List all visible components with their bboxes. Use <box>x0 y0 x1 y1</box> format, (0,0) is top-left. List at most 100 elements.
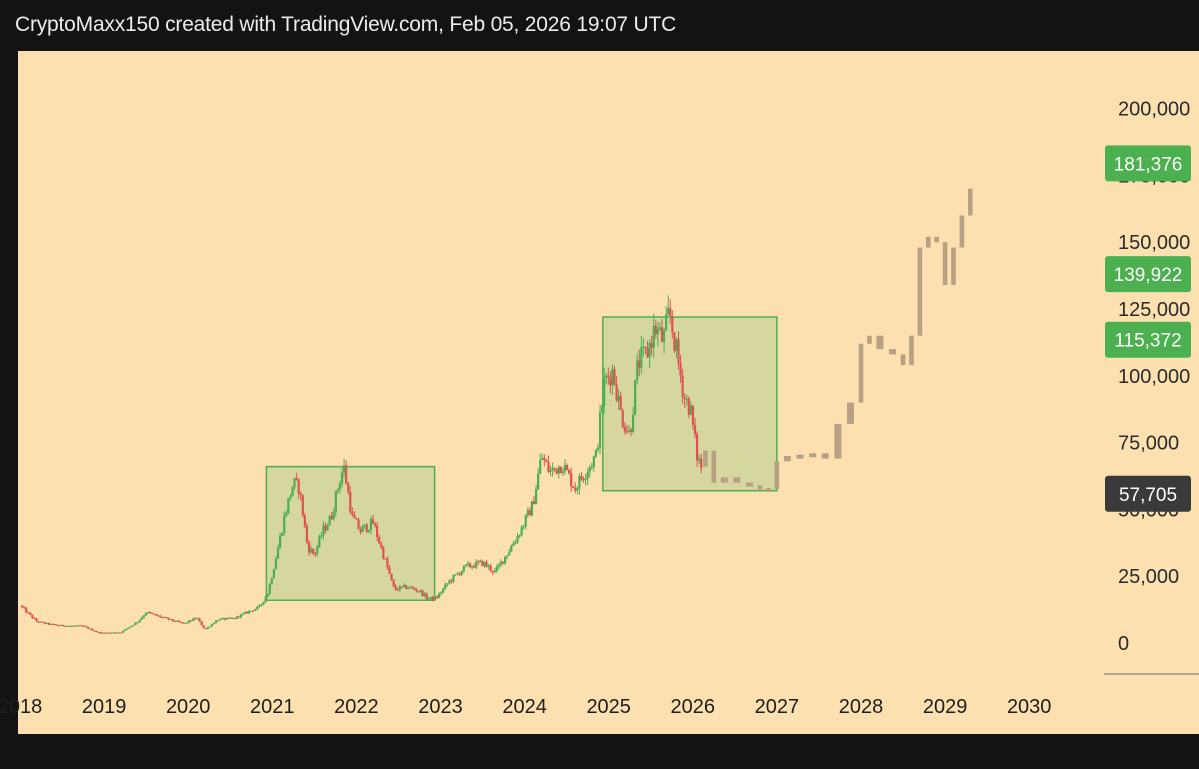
projection-candle <box>821 453 829 459</box>
candle-body <box>392 579 395 587</box>
candle-body <box>107 632 110 634</box>
price-axis[interactable]: 025,00050,00075,000100,000125,000150,000… <box>1118 99 1190 655</box>
candle-body <box>475 561 478 568</box>
candle-body <box>167 617 170 620</box>
candle-body <box>667 307 670 315</box>
left-edge-bar <box>0 50 18 734</box>
candle-body <box>371 519 375 524</box>
candle-body <box>23 607 26 609</box>
candle-body <box>590 467 593 469</box>
candle-body <box>272 569 276 579</box>
candle-body <box>596 447 600 451</box>
candle-body <box>303 515 306 527</box>
candle-body <box>103 632 106 634</box>
projection-candle <box>847 402 854 424</box>
candle-body <box>289 496 292 499</box>
candle-body <box>592 456 595 468</box>
candle-body <box>163 617 166 619</box>
candle-body <box>402 585 406 587</box>
candle-body <box>320 535 323 537</box>
x-tick-label: 2028 <box>839 696 884 718</box>
candle-body <box>58 625 61 627</box>
candle-body <box>70 625 73 627</box>
candle-body <box>382 547 385 559</box>
candle-body <box>188 620 191 623</box>
candle-body <box>617 395 620 401</box>
candle-body <box>351 511 354 515</box>
candle-body <box>656 328 659 335</box>
projection-candle <box>711 450 717 483</box>
candle-body <box>497 564 501 567</box>
x-tick-label: 2025 <box>586 696 631 718</box>
candle-body <box>293 478 296 487</box>
candle-body <box>495 566 498 571</box>
candle-body <box>431 596 434 600</box>
candle-body <box>66 625 69 627</box>
candle-body <box>510 545 513 552</box>
candle-body <box>693 424 697 435</box>
time-axis[interactable]: 2018 2019 2020 2021 2022 2023 2024 2025 2026 2027… <box>0 696 1051 718</box>
candle-body <box>586 472 589 479</box>
candle-body <box>631 414 635 432</box>
x-tick-label: 2029 <box>923 696 968 718</box>
candle-body <box>570 473 573 487</box>
candle-body <box>177 620 181 623</box>
candle-body <box>634 379 637 415</box>
candle-body <box>155 614 158 616</box>
candle-body <box>636 360 639 380</box>
candle-body <box>417 591 420 593</box>
candle-body <box>369 519 373 531</box>
candle-body <box>353 514 356 519</box>
x-tick-label: 2026 <box>671 696 716 718</box>
candle-body <box>646 348 649 358</box>
candle-body <box>60 624 63 626</box>
candle-body <box>324 525 327 531</box>
candle-body <box>122 630 125 633</box>
candle-body <box>578 476 581 489</box>
candle-body <box>689 405 692 415</box>
candle-body <box>312 548 315 554</box>
candle-body <box>582 479 585 481</box>
candle-body <box>406 588 410 590</box>
candle-body <box>43 622 46 624</box>
candle-body <box>171 619 174 621</box>
candle-body <box>31 614 34 619</box>
candle-body <box>456 573 459 575</box>
candle-body <box>225 617 228 620</box>
candle-body <box>262 601 265 605</box>
candle-body <box>522 526 525 528</box>
candle-body <box>223 618 226 620</box>
candle-body <box>563 465 567 472</box>
price-candles <box>20 295 703 634</box>
projection-candle <box>746 482 754 487</box>
price-badges: 181,376 139,922 115,372 57,705 <box>1105 145 1191 512</box>
candle-body <box>309 548 313 553</box>
candle-body <box>623 426 626 432</box>
candle-body <box>299 493 302 496</box>
candle-body <box>662 330 666 342</box>
candle-body <box>683 397 686 399</box>
price-badge <box>1105 475 1191 512</box>
candle-body <box>481 560 484 566</box>
projection-candle <box>917 247 923 336</box>
projection-candle <box>774 461 780 489</box>
candle-body <box>45 622 48 624</box>
candle-body <box>307 542 311 553</box>
candle-body <box>47 622 50 625</box>
candle-body <box>148 611 152 613</box>
candle-body <box>245 611 249 614</box>
candle-body <box>444 584 447 589</box>
candle-body <box>169 619 172 621</box>
candle-body <box>322 525 325 536</box>
candle-body <box>555 468 558 474</box>
candle-body <box>452 575 455 582</box>
candle-body <box>499 561 503 565</box>
candle-body <box>421 590 424 596</box>
candle-body <box>330 516 333 520</box>
candle-body <box>338 483 342 490</box>
candle-body <box>363 524 366 527</box>
candle-body <box>425 593 428 600</box>
candle-body <box>378 537 381 544</box>
candle-body <box>400 586 403 588</box>
